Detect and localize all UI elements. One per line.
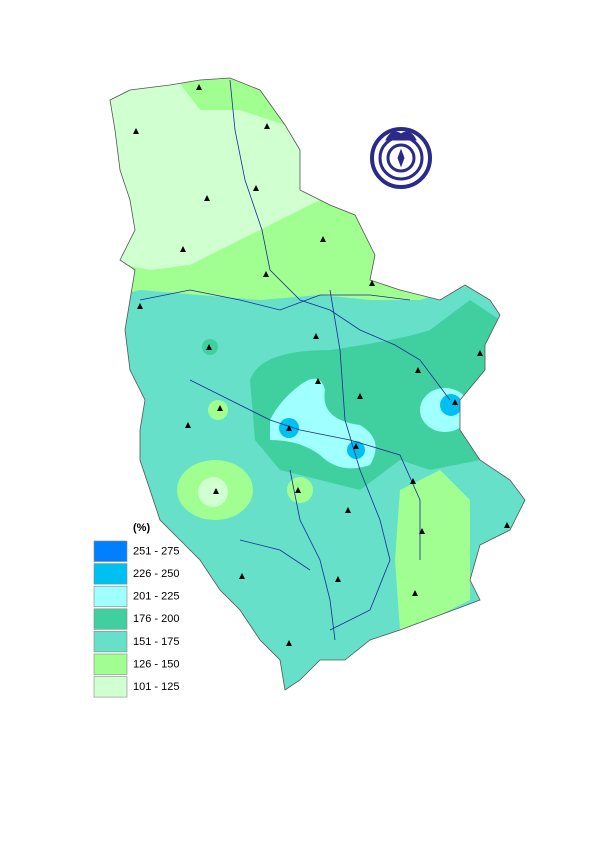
legend-swatch [93,608,128,630]
legend-label: 251 - 275 [133,545,179,557]
river [229,79,451,401]
zone [395,470,470,630]
river [239,539,311,571]
zone [198,477,228,507]
zone [287,477,313,503]
legend-swatch [93,653,128,675]
legend: 251 - 275 226 - 250 201 - 225 176 - 200 151 … [93,540,179,698]
legend-label: 126 - 150 [133,658,179,670]
map [110,78,525,690]
river [289,469,336,641]
zone [347,441,365,459]
legend-label: 176 - 200 [133,613,179,625]
river [329,289,391,631]
legend-label: 201 - 225 [133,591,179,603]
legend-swatch [93,540,128,562]
river [189,379,421,560]
zone [440,394,462,416]
legend-swatch [93,563,128,585]
legend-label: 151 - 175 [133,636,179,648]
legend-swatch [93,676,128,698]
legend-swatch [93,585,128,608]
legend-label: 101 - 125 [133,681,179,693]
logo [370,127,432,189]
legend-swatch [93,631,128,653]
legend-label: 226 - 250 [133,568,179,580]
legend-title: (%) [133,522,150,534]
border [109,77,526,691]
zone [110,78,320,270]
river [139,289,411,311]
